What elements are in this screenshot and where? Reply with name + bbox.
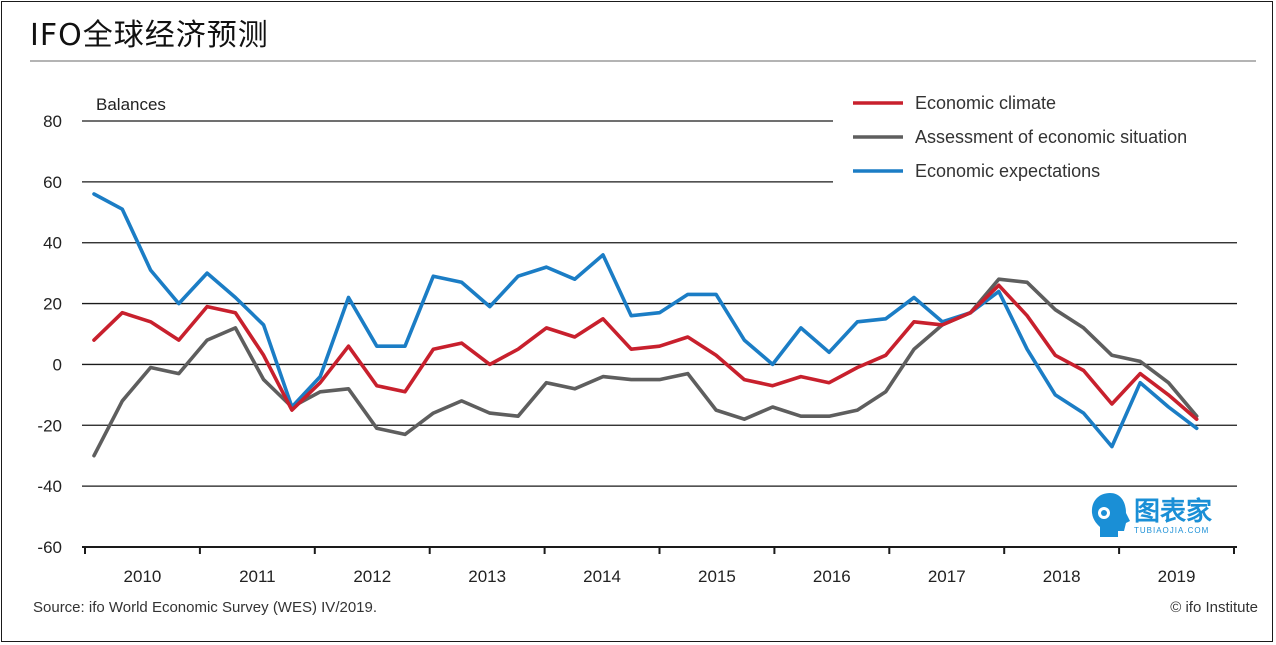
watermark-subtext: TUBIAOJIA.COM: [1134, 526, 1210, 535]
series-lines: [92, 192, 1199, 458]
x-tick-label: 2018: [1043, 567, 1081, 586]
source-note: Source: ifo World Economic Survey (WES) …: [33, 599, 378, 616]
watermark-logo: 图表家 TUBIAOJIA.COM: [1088, 491, 1238, 541]
chart-title: IFO全球经济预测: [30, 18, 269, 53]
y-tick-label: -40: [37, 477, 62, 496]
x-tick-label: 2010: [124, 567, 162, 586]
y-tick-label: 0: [53, 355, 62, 374]
y-tick-label: -20: [37, 416, 62, 435]
series-line-1: [92, 277, 1199, 458]
title-rule: [30, 60, 1256, 62]
legend-label: Economic climate: [915, 93, 1056, 113]
y-tick-label: 80: [43, 112, 62, 131]
x-tick-label: 2015: [698, 567, 736, 586]
legend-label: Assessment of economic situation: [915, 127, 1187, 147]
x-tick-label: 2011: [239, 567, 276, 586]
x-tick-label: 2017: [928, 567, 966, 586]
y-tick-label: 40: [43, 234, 62, 253]
x-tick-label: 2014: [583, 567, 621, 586]
y-tick-label: 20: [43, 295, 62, 314]
x-axis: 2010 2011 2012 2013 2014 2015 2016 2017 2018 2019: [82, 546, 1237, 586]
legend-label: Economic expectations: [915, 161, 1100, 181]
x-tick-label: 2019: [1158, 567, 1196, 586]
y-tick-label: 60: [43, 173, 62, 192]
y-axis-label: Balances: [96, 95, 166, 114]
watermark-head-icon: [1091, 493, 1130, 537]
y-tick-label: -60: [37, 538, 62, 557]
x-tick-label: 2016: [813, 567, 851, 586]
x-tick-label: 2013: [468, 567, 506, 586]
x-tick-label: 2012: [353, 567, 391, 586]
y-tick-labels: 80 60 40 20 0 -20 -40 -60: [37, 112, 62, 557]
gridlines: [82, 120, 1237, 487]
watermark-text: 图表家: [1134, 497, 1213, 527]
credit-note: © ifo Institute: [1170, 599, 1258, 616]
series-line-0: [92, 283, 1199, 422]
legend: Economic climate Assessment of economic s…: [853, 93, 1187, 181]
series-line-2: [92, 192, 1199, 449]
